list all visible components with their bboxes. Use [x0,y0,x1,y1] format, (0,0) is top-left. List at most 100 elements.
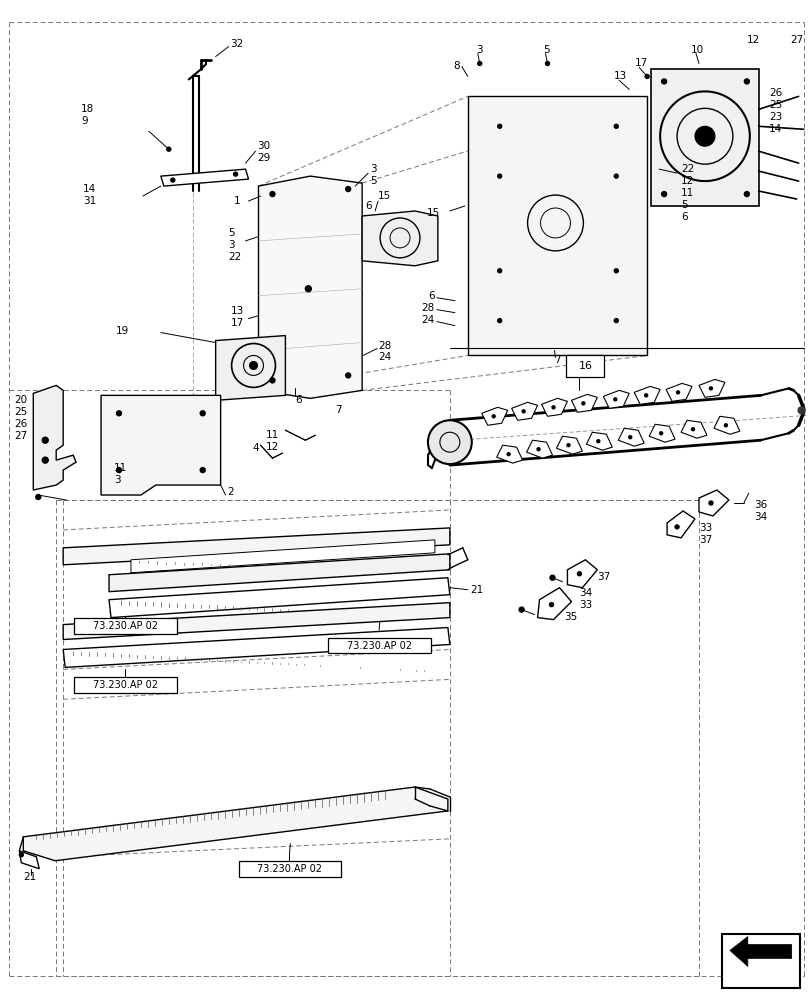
Polygon shape [617,428,643,446]
Text: 27: 27 [15,431,28,441]
Circle shape [744,192,749,197]
Polygon shape [33,385,76,490]
Circle shape [596,440,599,443]
Circle shape [345,187,350,192]
Polygon shape [161,169,248,186]
Circle shape [566,444,569,447]
Polygon shape [19,851,39,869]
Circle shape [269,192,275,197]
Circle shape [427,420,471,464]
Text: 3: 3 [229,240,235,250]
Text: 33: 33 [698,523,711,533]
Circle shape [661,192,666,197]
Circle shape [676,391,679,394]
Polygon shape [680,420,706,438]
Polygon shape [362,211,437,266]
Polygon shape [24,787,448,861]
Circle shape [545,62,549,65]
Text: 73.230.AP 02: 73.230.AP 02 [346,641,412,651]
Circle shape [581,402,584,405]
Polygon shape [526,440,551,458]
Circle shape [577,572,581,576]
Text: 25: 25 [15,407,28,417]
Polygon shape [258,176,362,398]
Text: 28: 28 [421,303,435,313]
Circle shape [518,607,523,612]
Polygon shape [603,390,629,408]
Text: 11: 11 [265,430,278,440]
Bar [238,861,341,877]
Circle shape [797,407,805,414]
Text: 14: 14 [83,184,97,194]
Polygon shape [667,511,694,538]
Text: 73.230.AP 02: 73.230.AP 02 [92,621,158,631]
Text: 37: 37 [597,572,610,582]
Circle shape [36,495,41,500]
Circle shape [645,74,648,78]
Text: 6: 6 [680,212,687,222]
Circle shape [234,172,238,176]
Text: 7: 7 [554,355,560,365]
Circle shape [521,410,525,413]
Circle shape [549,575,554,580]
Polygon shape [101,395,221,495]
Circle shape [644,394,647,397]
Text: 6: 6 [427,291,435,301]
Text: 21: 21 [24,872,36,882]
Text: 26: 26 [768,88,781,98]
Polygon shape [648,424,674,442]
Text: 16: 16 [577,361,592,371]
Circle shape [269,378,275,383]
Text: 28: 28 [378,341,391,351]
Text: 11: 11 [680,188,693,198]
Circle shape [628,436,631,439]
Text: 14: 14 [768,124,781,134]
Text: 18: 18 [81,104,94,114]
Text: 15: 15 [378,191,391,201]
Circle shape [497,174,501,178]
Polygon shape [63,528,449,565]
Text: 19: 19 [116,326,129,336]
Text: 9: 9 [81,116,88,126]
Polygon shape [698,379,724,397]
Circle shape [614,124,617,128]
Circle shape [19,853,24,857]
Text: 36: 36 [753,500,766,510]
Text: 34: 34 [579,588,592,598]
Circle shape [694,126,714,146]
Circle shape [691,428,693,431]
Text: 30: 30 [257,141,270,151]
Text: 37: 37 [698,535,711,545]
Text: 5: 5 [229,228,235,238]
Circle shape [614,269,617,273]
Text: 12: 12 [746,35,759,45]
Text: 2: 2 [227,487,234,497]
Polygon shape [511,402,537,420]
Text: 20: 20 [15,395,28,405]
Text: 27: 27 [790,35,803,45]
Text: 73.230.AP 02: 73.230.AP 02 [257,864,322,874]
Circle shape [549,603,553,607]
Text: 4: 4 [252,443,259,453]
Text: 73.230.AP 02: 73.230.AP 02 [92,680,158,690]
Text: 1: 1 [234,196,240,206]
Polygon shape [698,490,728,516]
Text: 34: 34 [753,512,766,522]
Polygon shape [633,386,659,404]
Bar [328,638,431,653]
Circle shape [661,79,666,84]
Text: 22: 22 [229,252,242,262]
Circle shape [491,415,495,418]
Circle shape [659,432,662,435]
Polygon shape [109,578,449,618]
Text: 31: 31 [83,196,97,206]
Text: 6: 6 [365,201,371,211]
Bar [721,934,799,988]
Text: 6: 6 [295,395,302,405]
Text: 21: 21 [470,585,483,595]
Circle shape [249,361,257,369]
Text: 17: 17 [634,58,648,68]
Polygon shape [665,383,691,401]
Polygon shape [729,937,791,966]
Text: 5: 5 [543,45,550,55]
